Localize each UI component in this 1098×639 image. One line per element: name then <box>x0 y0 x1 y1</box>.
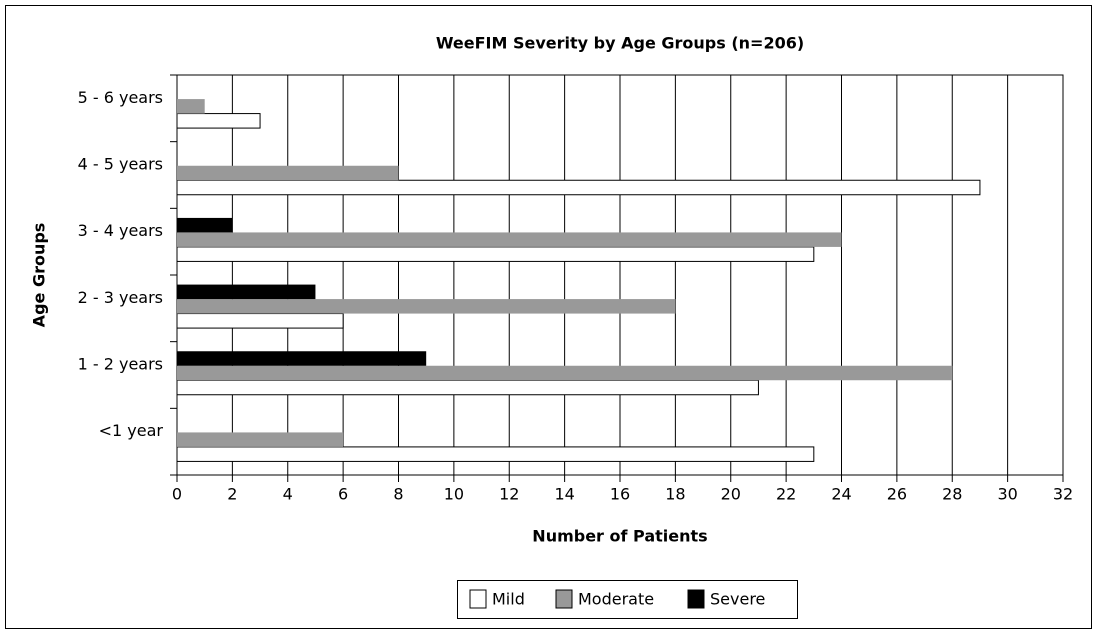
y-tick-label: 3 - 4 years <box>78 221 163 240</box>
legend-label: Moderate <box>578 590 654 609</box>
x-tick-label: 32 <box>1053 485 1073 504</box>
x-tick-label: 12 <box>499 485 519 504</box>
bar <box>176 246 815 262</box>
chart-title: WeeFIM Severity by Age Groups (n=206) <box>436 34 804 53</box>
x-tick-label: 26 <box>887 485 907 504</box>
y-tick-label: 2 - 3 years <box>78 288 163 307</box>
bar <box>176 379 759 396</box>
x-tick-label: 6 <box>338 485 348 504</box>
x-tick-label: 4 <box>283 485 293 504</box>
bar <box>176 113 261 129</box>
bar <box>177 99 205 114</box>
y-tick-label: 4 - 5 years <box>78 155 163 174</box>
bar <box>177 232 842 247</box>
legend-label: Severe <box>710 590 765 609</box>
bar <box>177 351 427 366</box>
x-tick-label: 20 <box>721 485 741 504</box>
y-tick-label: 1 - 2 years <box>78 355 163 374</box>
x-tick-label: 30 <box>997 485 1017 504</box>
y-tick-label: <1 year <box>99 421 164 440</box>
legend-swatch <box>469 589 487 609</box>
x-axis-title: Number of Patients <box>532 527 707 546</box>
bar <box>177 284 316 300</box>
bar <box>177 165 399 181</box>
bar <box>176 313 344 329</box>
legend-swatch <box>687 589 705 609</box>
legend-swatch <box>555 589 573 609</box>
x-tick-label: 0 <box>172 485 182 504</box>
bar <box>177 217 233 233</box>
y-axis-title: Age Groups <box>30 223 49 328</box>
x-tick-label: 16 <box>610 485 630 504</box>
x-tick-label: 8 <box>393 485 403 504</box>
bar <box>177 365 953 381</box>
bar <box>176 179 981 196</box>
bar <box>177 432 344 447</box>
x-tick-label: 10 <box>444 485 464 504</box>
x-tick-label: 24 <box>831 485 851 504</box>
bar <box>176 446 815 462</box>
bar <box>177 299 676 314</box>
x-tick-label: 22 <box>776 485 796 504</box>
x-tick-label: 2 <box>227 485 237 504</box>
x-tick-label: 18 <box>665 485 685 504</box>
legend-box <box>457 580 798 619</box>
x-tick-label: 14 <box>554 485 574 504</box>
legend-label: Mild <box>492 590 525 609</box>
x-tick-label: 28 <box>942 485 962 504</box>
y-tick-label: 5 - 6 years <box>78 88 163 107</box>
